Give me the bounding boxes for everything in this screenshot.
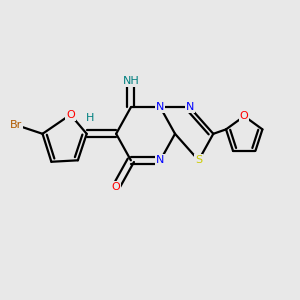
Text: O: O xyxy=(66,110,75,120)
Text: N: N xyxy=(186,102,194,112)
Text: O: O xyxy=(240,111,249,121)
Text: H: H xyxy=(85,112,94,123)
Text: N: N xyxy=(156,155,164,165)
Text: O: O xyxy=(112,182,121,192)
Text: N: N xyxy=(156,102,164,112)
Text: Br: Br xyxy=(10,120,22,130)
Text: S: S xyxy=(195,155,202,165)
Text: NH: NH xyxy=(122,76,139,86)
